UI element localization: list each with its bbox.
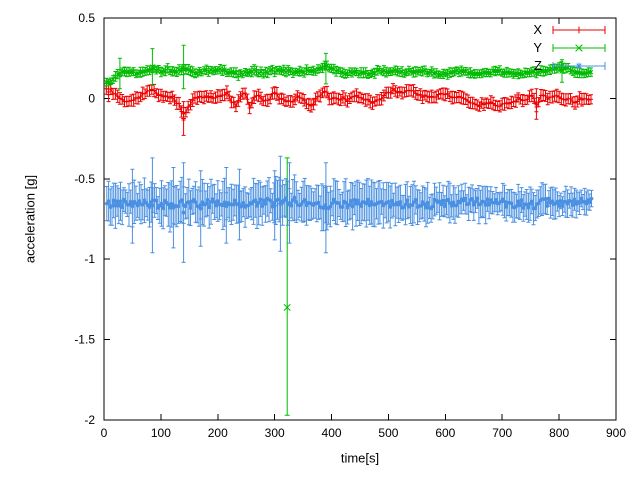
series-Z xyxy=(104,155,594,263)
legend-item-y: Y xyxy=(533,39,607,57)
series-Y xyxy=(104,44,594,416)
legend: X Y Z xyxy=(533,21,607,75)
plot-border xyxy=(103,17,617,421)
y-axis-title: acceleration [g] xyxy=(22,174,38,264)
series-X-line xyxy=(106,87,592,115)
svg-text:200: 200 xyxy=(208,426,228,440)
legend-label-x: X xyxy=(533,22,542,37)
series-Z-errorbars xyxy=(104,155,594,263)
series-Y-markers xyxy=(104,62,594,311)
legend-item-x: X xyxy=(533,21,607,39)
svg-text:-1.5: -1.5 xyxy=(74,333,95,347)
svg-text:100: 100 xyxy=(151,426,171,440)
axis-ticks xyxy=(103,17,617,421)
svg-text:700: 700 xyxy=(492,426,512,440)
svg-text:0: 0 xyxy=(101,426,108,440)
legend-item-z: Z xyxy=(533,57,607,75)
legend-sample-y-icon xyxy=(552,44,606,52)
legend-label-y: Y xyxy=(533,40,542,55)
x-axis-title: time[s] xyxy=(340,450,380,466)
legend-sample-z-icon xyxy=(552,62,606,70)
svg-text:500: 500 xyxy=(378,426,398,440)
svg-text:300: 300 xyxy=(265,426,285,440)
svg-text:600: 600 xyxy=(435,426,455,440)
svg-text:800: 800 xyxy=(549,426,569,440)
series-X-markers xyxy=(104,86,593,121)
series-Z-markers xyxy=(104,195,594,215)
svg-text:0.5: 0.5 xyxy=(78,11,95,25)
legend-label-z: Z xyxy=(534,58,542,73)
series-X xyxy=(104,81,593,136)
series-X-errorbars xyxy=(104,81,593,136)
svg-text:-1: -1 xyxy=(84,252,95,266)
svg-text:900: 900 xyxy=(606,426,626,440)
svg-text:400: 400 xyxy=(322,426,342,440)
svg-text:-2: -2 xyxy=(84,413,95,427)
svg-text:0: 0 xyxy=(88,91,95,105)
legend-sample-x-icon xyxy=(552,26,606,34)
axis-tick-labels: 0 100 200 300 400 500 600 700 800 900 -2 -1.5 -1 -0.5… xyxy=(74,11,626,440)
svg-text:-0.5: -0.5 xyxy=(74,172,95,186)
